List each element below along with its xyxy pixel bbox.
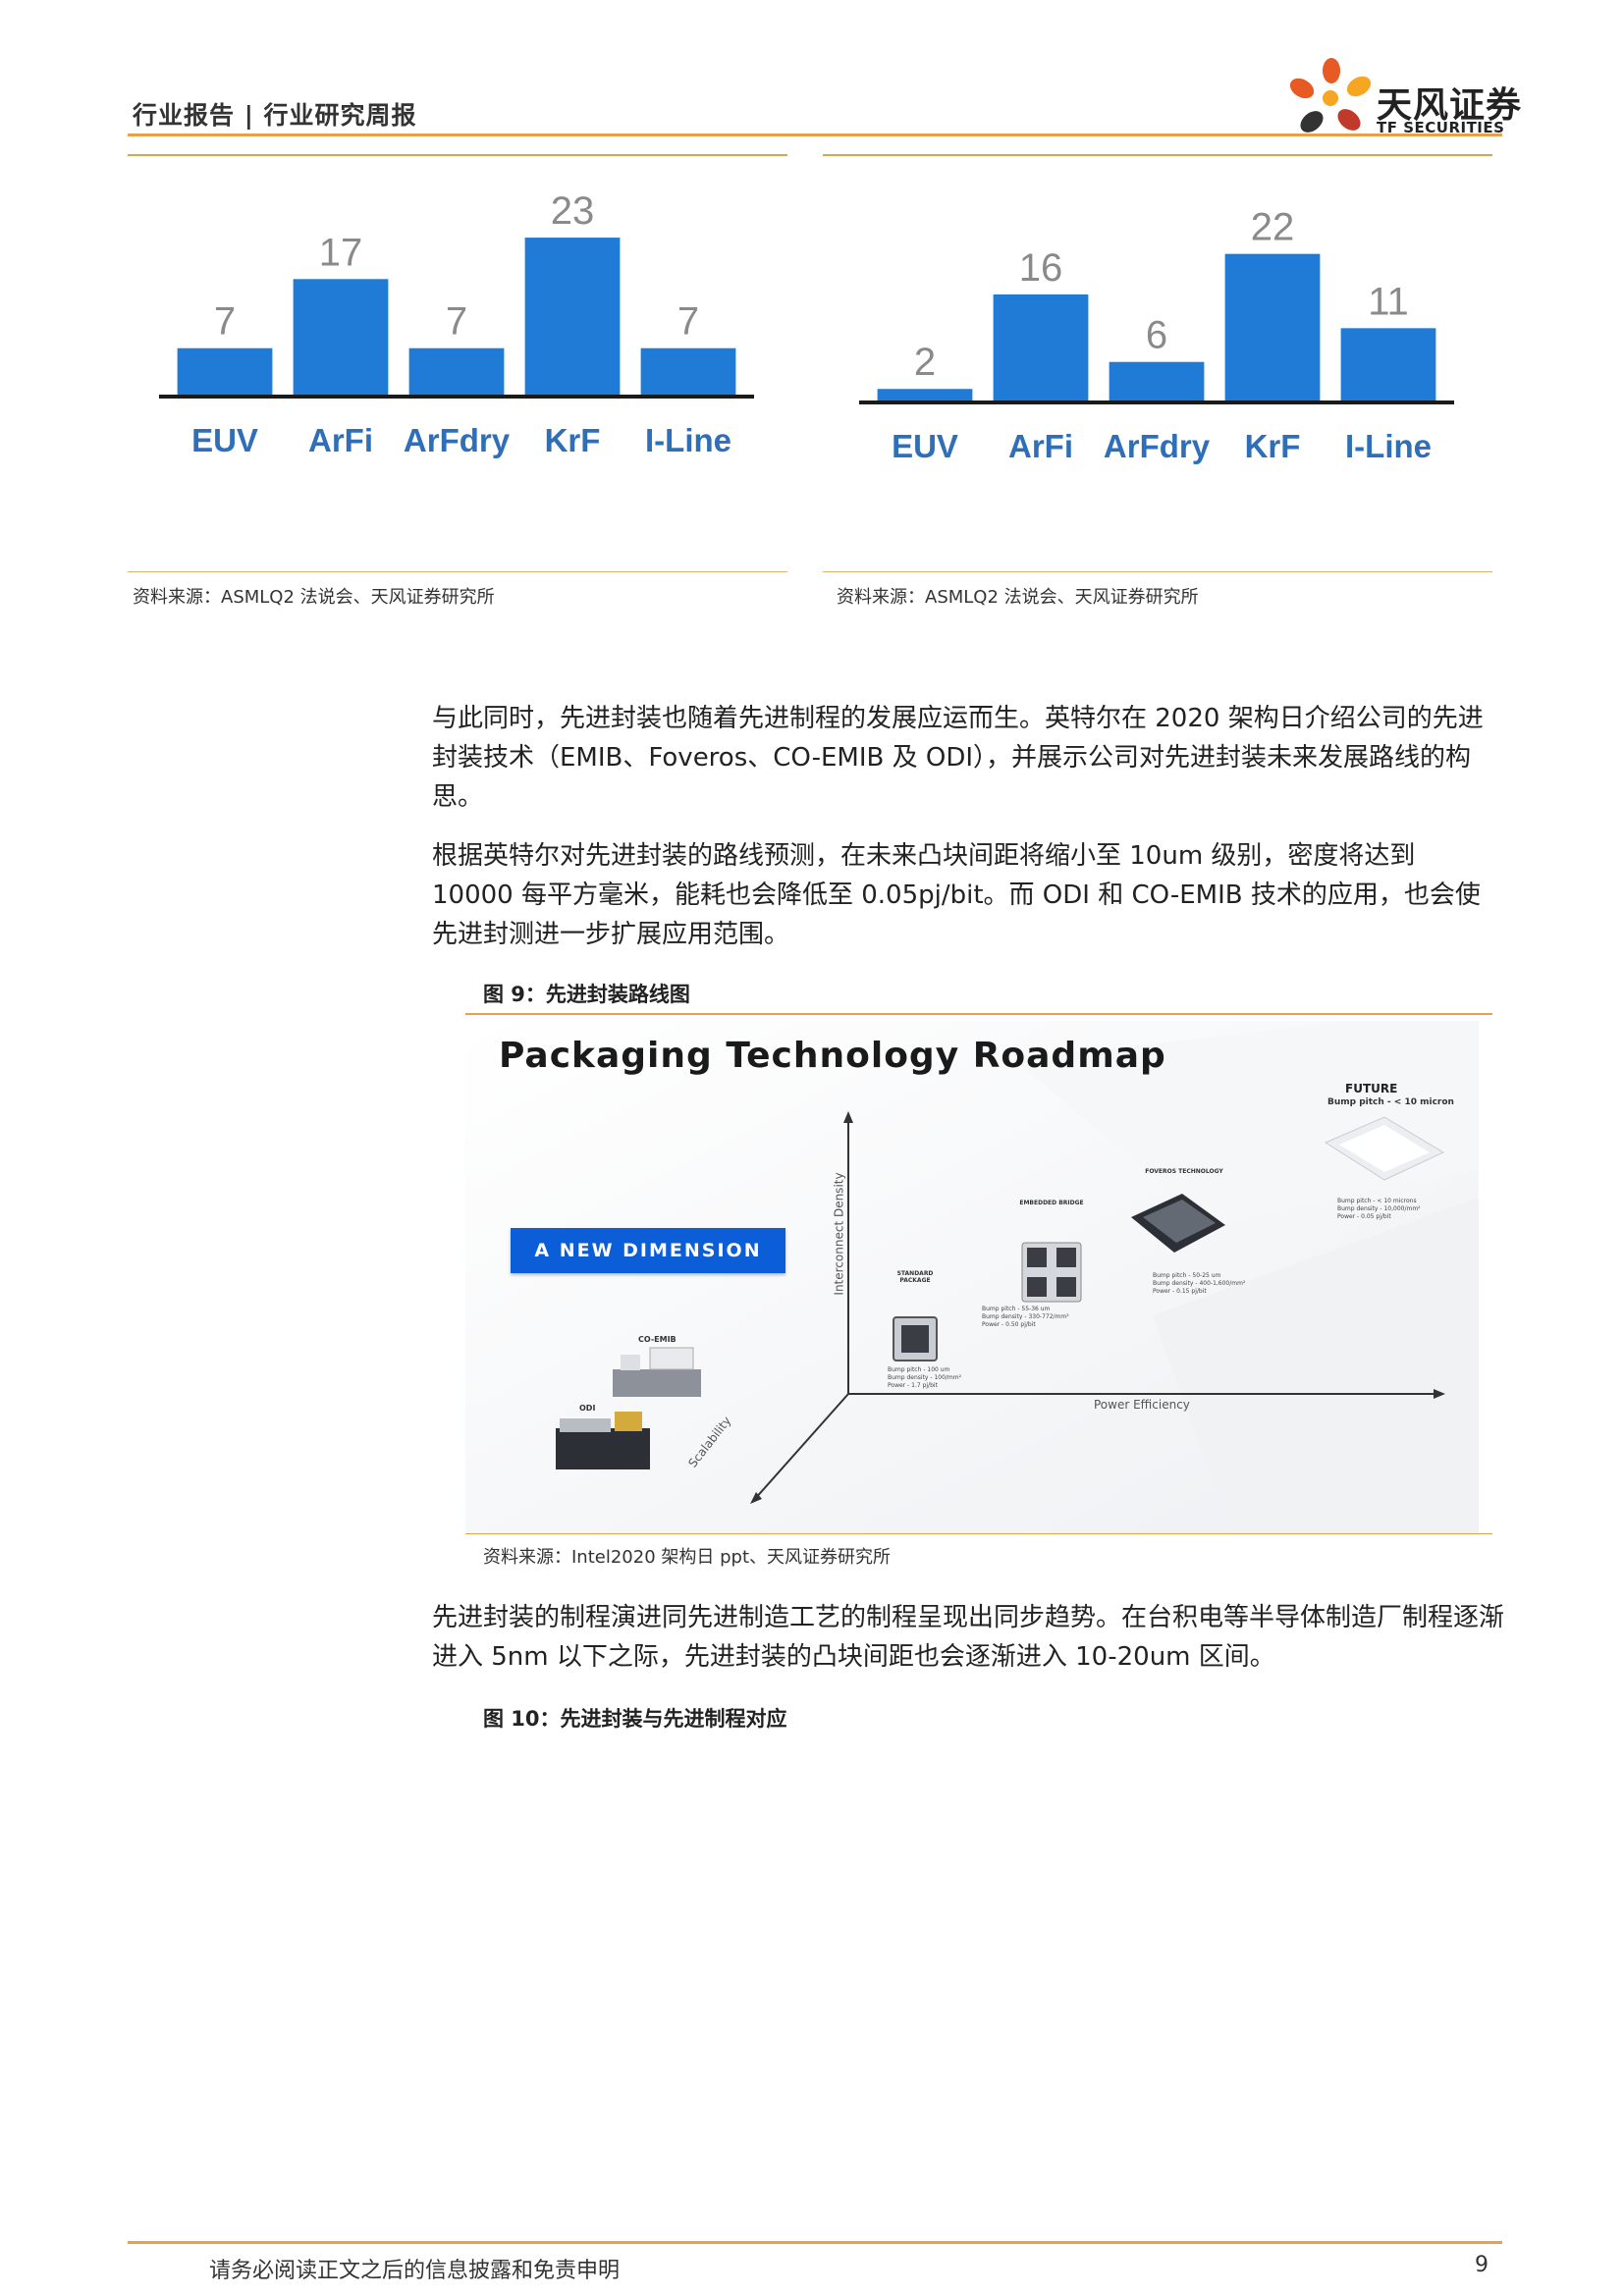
data-label: 2 — [914, 341, 936, 384]
logo-text-cn: 天风证券 — [1377, 85, 1523, 126]
future-label: FUTURE — [1345, 1082, 1398, 1095]
future-specs: Bump pitch - < 10 microns Bump density -… — [1337, 1198, 1421, 1221]
header-divider — [128, 133, 1502, 136]
category-label: EUV — [892, 428, 958, 464]
bar-euv — [877, 389, 973, 402]
right-bar-chart: 2 EUV 16 ArFi 6 ArFdry 22 KrF 11 I-Line — [859, 206, 1454, 464]
bar-krf — [1224, 253, 1321, 402]
data-label: 11 — [1368, 280, 1409, 323]
right-chart-top-rule — [823, 154, 1492, 156]
right-chart-source: 资料来源：ASMLQ2 法说会、天风证券研究所 — [837, 587, 1199, 608]
paragraph-3: 先进封装的制程演进同先进制造工艺的制程呈现出同步趋势。在台积电等半导体制造厂制程… — [432, 1603, 1505, 1672]
category-label: I-Line — [645, 422, 731, 458]
logo-icon — [1289, 58, 1372, 133]
data-label: 17 — [319, 231, 363, 274]
co-emib-label: CO-EMIB — [638, 1335, 677, 1344]
spec-line: Power - 0.50 pj/bit — [982, 1321, 1036, 1328]
axis-label-interconnect-density: Interconnect Density — [832, 1172, 846, 1296]
right-chart-bottom-rule — [823, 571, 1492, 572]
category-label: ArFdry — [404, 422, 511, 458]
data-label: 6 — [1146, 314, 1167, 357]
spec-line: Bump density - 330-772/mm² — [982, 1313, 1069, 1320]
category-label: EUV — [191, 422, 258, 458]
embedded-bridge-label: EMBEDDED BRIDGE — [1019, 1200, 1084, 1206]
foveros-label: FOVEROS TECHNOLOGY — [1145, 1168, 1223, 1175]
figure10-title: 图 10：先进封装与先进制程对应 — [483, 1707, 787, 1731]
axis-label-power-efficiency: Power Efficiency — [1094, 1398, 1190, 1412]
standard-package-label: STANDARD PACKAGE — [896, 1270, 934, 1284]
left-chart-bottom-rule — [128, 571, 787, 572]
spec-line: Bump density - 400-1,600/mm² — [1153, 1280, 1246, 1287]
roadmap-axes — [753, 1119, 1437, 1501]
bar-i-line — [1340, 328, 1436, 402]
category-label: ArFdry — [1104, 428, 1211, 464]
spec-line: Bump pitch - 55-36 um — [982, 1306, 1051, 1312]
figure9-title: 图 9：先进封装路线图 — [483, 983, 690, 1006]
roadmap-background — [465, 1021, 1479, 1533]
future-subtitle: Bump pitch - < 10 micron — [1327, 1097, 1454, 1107]
spec-line: Bump density - 100/mm² — [888, 1374, 962, 1381]
roadmap-image: Packaging Technology Roadmap A NEW DIMEN… — [465, 1021, 1479, 1533]
spec-line: Power - 0.05 pj/bit — [1337, 1213, 1391, 1220]
bar-arfdry — [408, 347, 505, 397]
paragraph-2: 根据英特尔对先进封装的路线预测，在未来凸块间距将缩小至 10um 级别，密度将达… — [432, 841, 1481, 949]
data-label: 23 — [551, 189, 595, 233]
data-label: 22 — [1251, 206, 1295, 249]
bar-i-line — [640, 347, 736, 397]
category-label: ArFi — [1008, 428, 1073, 464]
category-label: I-Line — [1345, 428, 1432, 464]
bar-krf — [524, 238, 621, 397]
paragraph-1: 与此同时，先进封装也随着先进制程的发展应运而生。英特尔在 2020 架构日介绍公… — [432, 704, 1484, 812]
roadmap-title: Packaging Technology Roadmap — [499, 1036, 1166, 1076]
spec-line: Bump pitch - < 10 microns — [1337, 1198, 1417, 1204]
category-label: ArFi — [308, 422, 373, 458]
header-title: 行业报告 | 行业研究周报 — [133, 101, 417, 130]
figure9-source: 资料来源：Intel2020 架构日 ppt、天风证券研究所 — [483, 1547, 892, 1568]
spec-line: Bump density - 10,000/mm² — [1337, 1205, 1421, 1212]
spec-line: Power - 1.7 pj/bit — [888, 1382, 938, 1389]
data-label: 16 — [1019, 246, 1063, 290]
figure9-bottom-rule — [465, 1533, 1492, 1534]
spec-line: Bump pitch - 50-25 um — [1153, 1272, 1221, 1279]
spec-line: Bump pitch - 100 um — [888, 1366, 950, 1373]
new-dimension-banner: A NEW DIMENSION — [511, 1228, 785, 1273]
odi-label: ODI — [579, 1404, 596, 1413]
foveros-specs: Bump pitch - 50-25 um Bump density - 400… — [1153, 1272, 1245, 1296]
spec-line: Power - 0.15 pj/bit — [1153, 1288, 1207, 1295]
logo-text-en: TF SECURITIES — [1377, 119, 1505, 136]
bar-euv — [177, 347, 273, 397]
data-label: 7 — [446, 300, 467, 344]
embedded-bridge-specs: Bump pitch - 55-36 um Bump density - 330… — [982, 1306, 1069, 1329]
bar-arfi — [993, 294, 1089, 402]
data-label: 7 — [214, 300, 236, 344]
left-chart-top-rule — [128, 154, 787, 156]
left-chart-source: 资料来源：ASMLQ2 法说会、天风证券研究所 — [133, 587, 495, 608]
figure9-top-rule — [465, 1013, 1492, 1015]
standard-package-specs: Bump pitch - 100 um Bump density - 100/m… — [888, 1366, 961, 1390]
bar-arfi — [293, 279, 389, 397]
category-label: KrF — [1245, 428, 1301, 464]
footer-disclaimer: 请务必阅读正文之后的信息披露和免责申明 — [209, 2259, 621, 2283]
page-number: 9 — [1475, 2253, 1489, 2277]
category-label: KrF — [545, 422, 601, 458]
bar-arfdry — [1109, 361, 1205, 402]
data-label: 7 — [677, 300, 699, 344]
left-bar-chart: 7 EUV 17 ArFi 7 ArFdry 23 KrF 7 I-Line — [159, 189, 754, 458]
footer-divider — [128, 2241, 1502, 2244]
